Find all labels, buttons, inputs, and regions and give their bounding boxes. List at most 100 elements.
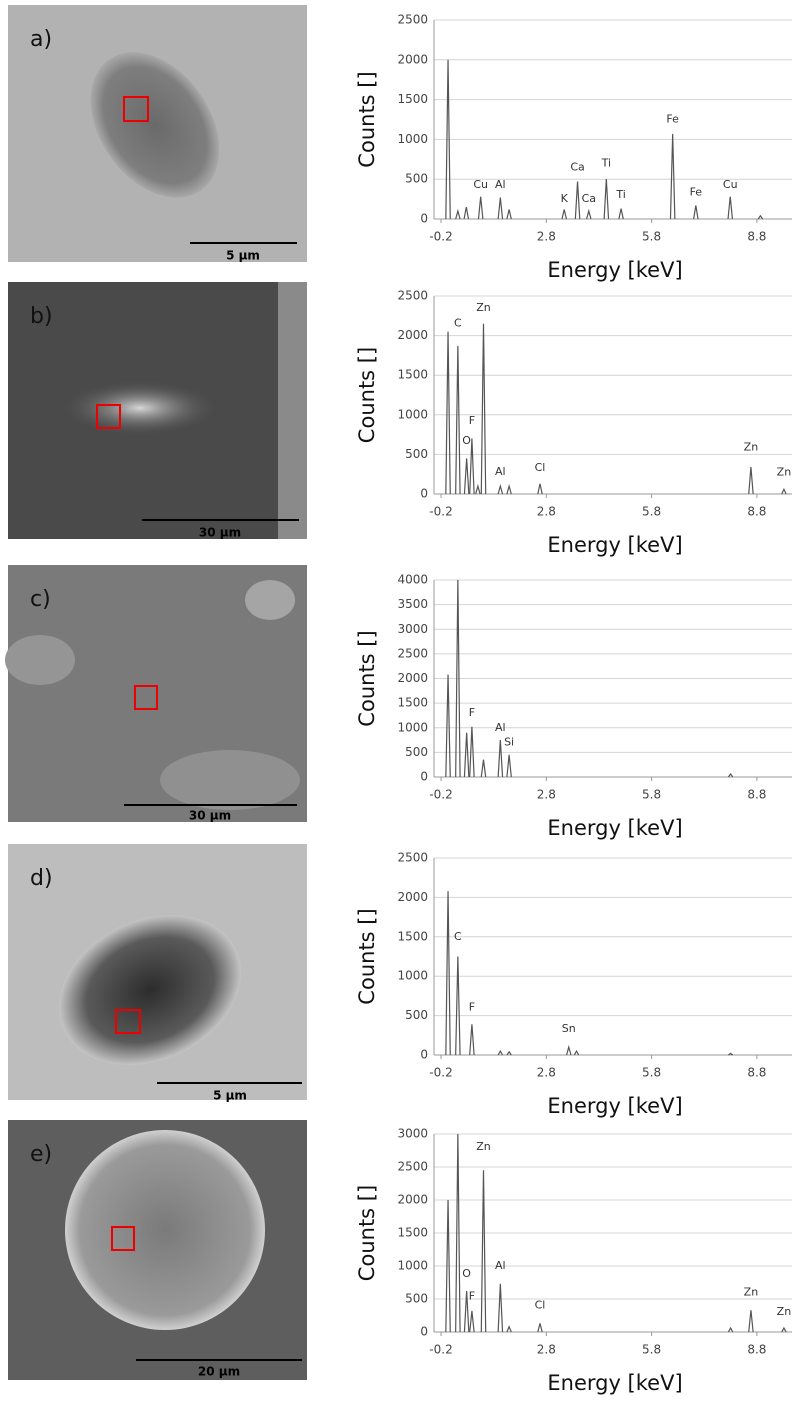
- y-axis-title: Counts []: [355, 71, 379, 167]
- x-tick-label: 8.8: [747, 788, 766, 802]
- peak-label: F: [469, 414, 475, 427]
- y-tick-label: 3000: [397, 622, 428, 636]
- x-tick-label: 8.8: [747, 1343, 766, 1357]
- peak: [565, 1044, 572, 1056]
- y-tick-label: 2000: [397, 1193, 428, 1207]
- peak: [727, 773, 734, 778]
- peak: [506, 1050, 512, 1056]
- y-tick-label: 500: [405, 172, 428, 186]
- peak-label: Si: [504, 736, 514, 749]
- peak: [728, 1052, 734, 1056]
- y-tick-label: 0: [420, 212, 428, 226]
- peak: [497, 1283, 504, 1333]
- y-axis-title: Counts []: [355, 630, 379, 726]
- peak-label: Al: [495, 465, 506, 478]
- x-tick-label: -0.2: [429, 788, 452, 802]
- panel-label: d): [30, 866, 53, 891]
- x-tick-label: 8.8: [747, 230, 766, 244]
- peak-label: C: [454, 930, 462, 943]
- peak: [475, 483, 481, 495]
- peak: [469, 726, 475, 778]
- peak: [463, 206, 470, 220]
- sem-image-c: [5, 565, 307, 822]
- peak: [480, 759, 487, 778]
- y-tick-label: 2500: [397, 289, 428, 303]
- peak: [477, 196, 484, 220]
- y-axis-title: Counts []: [355, 908, 379, 1004]
- y-tick-label: 2000: [397, 890, 428, 904]
- peak: [586, 208, 592, 220]
- x-tick-label: -0.2: [429, 230, 452, 244]
- x-tick-label: 8.8: [747, 505, 766, 519]
- x-axis-title: Energy [keV]: [547, 1094, 682, 1118]
- peak-label: F: [469, 1001, 475, 1014]
- peak-label: Zn: [777, 1305, 792, 1318]
- peak: [506, 483, 512, 495]
- peak-label: O: [462, 434, 471, 447]
- peak: [757, 214, 764, 220]
- peak-label: Zn: [744, 1285, 759, 1298]
- y-tick-label: 500: [405, 745, 428, 759]
- peak-label: Cu: [723, 178, 738, 191]
- peak: [506, 209, 512, 220]
- peak: [463, 458, 470, 495]
- y-tick-label: 500: [405, 447, 428, 461]
- peak: [506, 1325, 512, 1333]
- y-tick-label: 500: [405, 1008, 428, 1022]
- y-tick-label: 1000: [397, 132, 428, 146]
- y-tick-label: 500: [405, 1292, 428, 1306]
- peak: [727, 1326, 734, 1333]
- y-tick-label: 2000: [397, 52, 428, 66]
- peak-label: Fe: [690, 186, 703, 199]
- peak: [574, 181, 581, 220]
- x-tick-label: 5.8: [642, 505, 661, 519]
- x-tick-label: 5.8: [642, 788, 661, 802]
- peak-label: Cl: [535, 461, 546, 474]
- y-tick-label: 1000: [397, 407, 428, 421]
- scale-bar-label: 5 µm: [213, 1089, 247, 1103]
- peak: [455, 1133, 461, 1333]
- peak: [781, 487, 787, 495]
- panel-label: c): [30, 587, 51, 612]
- sem-image-e: [8, 1120, 307, 1380]
- x-tick-label: 2.8: [537, 1343, 556, 1357]
- peak: [469, 1024, 475, 1056]
- peak: [603, 179, 610, 220]
- peak-label: Fe: [666, 113, 679, 126]
- peak-label: Cu: [473, 178, 488, 191]
- panel-label: b): [30, 304, 53, 329]
- peak: [506, 754, 512, 778]
- peak: [497, 197, 504, 220]
- peak: [455, 579, 461, 778]
- y-tick-label: 2000: [397, 328, 428, 342]
- y-tick-label: 3500: [397, 597, 428, 611]
- peak-label: O: [462, 1267, 471, 1280]
- sem-image-d: [8, 844, 307, 1100]
- peak: [455, 956, 461, 1056]
- peak: [480, 1170, 487, 1333]
- peak: [537, 483, 543, 495]
- peak-label: Cl: [535, 1299, 546, 1312]
- x-axis-title: Energy [keV]: [547, 1371, 682, 1395]
- peak: [748, 1310, 754, 1333]
- y-tick-label: 0: [420, 1325, 428, 1339]
- x-axis-title: Energy [keV]: [547, 258, 682, 282]
- peak-label: Zn: [476, 301, 491, 314]
- peak-label: K: [561, 192, 569, 205]
- peak-label: Ca: [582, 192, 596, 205]
- x-tick-label: 5.8: [642, 230, 661, 244]
- y-tick-label: 0: [420, 770, 428, 784]
- y-tick-label: 1500: [397, 1226, 428, 1240]
- peak: [781, 1326, 787, 1333]
- y-tick-label: 2500: [397, 13, 428, 27]
- peak-label: Zn: [777, 466, 792, 479]
- x-tick-label: 2.8: [537, 230, 556, 244]
- peak-label: C: [454, 317, 462, 330]
- sem-image-a: [8, 5, 307, 262]
- y-axis-title: Counts []: [355, 1185, 379, 1281]
- peak: [469, 438, 475, 495]
- y-tick-label: 1500: [397, 696, 428, 710]
- peak: [463, 732, 470, 778]
- peak: [748, 467, 754, 495]
- x-tick-label: 5.8: [642, 1343, 661, 1357]
